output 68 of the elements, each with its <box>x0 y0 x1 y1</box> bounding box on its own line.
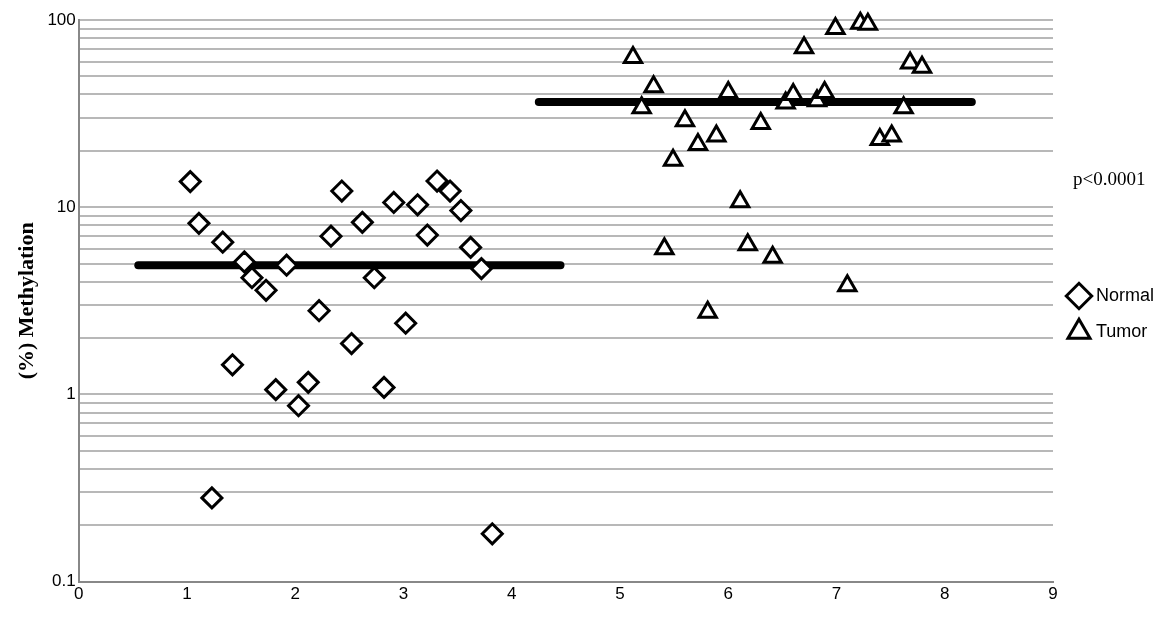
point <box>211 230 235 254</box>
x-tick-label: 7 <box>831 584 842 604</box>
point <box>687 133 709 152</box>
legend-label: Normal <box>1095 284 1155 305</box>
point <box>287 394 311 418</box>
point <box>857 12 879 31</box>
point <box>480 522 504 546</box>
x-tick-label: 9 <box>1048 584 1058 604</box>
point <box>783 82 804 101</box>
point <box>643 75 664 94</box>
point <box>340 332 364 356</box>
point <box>220 353 244 377</box>
point <box>469 257 493 281</box>
point <box>264 378 288 402</box>
point <box>706 124 727 143</box>
point <box>750 111 771 130</box>
point <box>825 17 846 36</box>
point <box>275 253 299 277</box>
x-tick-label: 3 <box>398 584 409 604</box>
x-tick-label: 4 <box>507 584 517 604</box>
point <box>307 299 331 323</box>
y-tick-label: 0.1 <box>52 571 76 591</box>
point <box>631 96 652 115</box>
point <box>232 250 256 274</box>
point <box>793 36 815 55</box>
y-tick-label: 100 <box>47 9 76 29</box>
point <box>814 80 835 99</box>
point <box>425 169 449 193</box>
point <box>449 199 473 223</box>
point <box>350 210 374 234</box>
point <box>254 278 278 302</box>
point <box>459 235 483 259</box>
point <box>837 274 858 293</box>
point <box>415 223 439 247</box>
point <box>187 211 211 235</box>
point <box>296 370 320 394</box>
point <box>718 80 739 99</box>
text: p<0.0001 <box>1072 167 1146 189</box>
point <box>362 266 386 290</box>
x-tick-label: 1 <box>182 584 192 604</box>
point <box>382 190 406 214</box>
point <box>178 170 202 194</box>
legend-label: Tumor <box>1095 320 1148 341</box>
y-axis-title: (%) Methylation <box>12 222 38 380</box>
x-tick-label: 0 <box>74 584 84 604</box>
point <box>674 109 696 128</box>
point <box>911 55 933 74</box>
point <box>406 193 430 217</box>
x-tick-label: 5 <box>615 584 625 604</box>
point <box>881 124 902 143</box>
point <box>622 46 644 65</box>
point <box>438 179 462 203</box>
point <box>200 486 224 510</box>
x-tick-label: 8 <box>940 584 950 604</box>
point <box>372 375 396 399</box>
point <box>240 266 264 290</box>
point <box>662 148 684 167</box>
y-tick-label: 10 <box>56 196 76 216</box>
point <box>330 179 354 203</box>
y-tick-label: 1 <box>66 384 76 404</box>
x-tick-label: 2 <box>290 584 300 604</box>
point <box>730 190 751 209</box>
point <box>893 96 914 115</box>
point <box>654 237 675 256</box>
point <box>394 311 418 335</box>
point <box>319 224 343 248</box>
x-tick-label: 6 <box>723 584 733 604</box>
point <box>737 233 758 252</box>
